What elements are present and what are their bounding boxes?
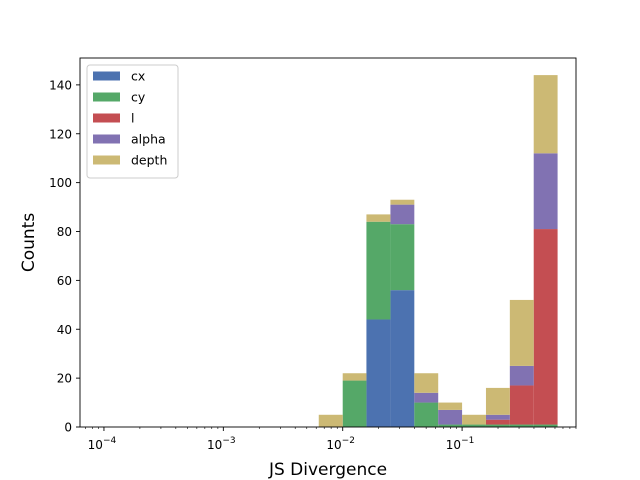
y-tick-label: 60 — [57, 274, 72, 288]
legend-swatch-cy — [93, 92, 120, 102]
bar-cy-bin-5 — [438, 424, 463, 427]
axes-frame — [79, 57, 577, 428]
bar-cy-bin-2 — [366, 221, 391, 320]
legend-swatch-l — [93, 113, 120, 123]
bar-l-bin-8 — [509, 385, 534, 425]
bar-cy-bin-3 — [390, 224, 415, 291]
legend-swatch-cx — [93, 71, 120, 81]
bar-cy-bin-4 — [414, 402, 439, 427]
bar-depth-bin-2 — [366, 214, 391, 222]
y-tick-label: 80 — [57, 225, 72, 239]
bar-l-bin-7 — [485, 419, 510, 425]
bar-alpha-bin-9 — [533, 153, 558, 230]
legend-label-cx: cx — [131, 69, 145, 84]
bar-depth-bin-1 — [342, 373, 367, 381]
x-tick-base: 10 — [326, 438, 341, 452]
bar-depth-bin-4 — [414, 373, 439, 393]
y-tick-label: 100 — [49, 176, 72, 190]
y-tick-label: 0 — [64, 421, 72, 435]
legend-label-alpha: alpha — [131, 132, 166, 147]
x-tick-base: 10 — [207, 438, 222, 452]
legend-swatch-alpha — [93, 134, 120, 144]
y-axis-ticks: 0 20 40 60 80 100 120 140 — [49, 78, 80, 435]
legend: cx cy l alpha depth — [86, 64, 179, 179]
bar-cx-bin-3 — [390, 290, 415, 427]
x-tick-label: 10−2 — [326, 436, 355, 452]
y-tick-label: 40 — [57, 323, 72, 337]
y-tick-label: 20 — [57, 372, 72, 386]
bar-depth-bin-3 — [390, 199, 415, 205]
bar-depth-bin-0 — [318, 414, 343, 427]
legend-label-cy: cy — [131, 90, 146, 105]
y-axis-label: Counts — [19, 213, 39, 272]
bar-alpha-bin-3 — [390, 204, 415, 225]
bar-cy-bin-7 — [485, 424, 510, 427]
bar-cy-bin-8 — [509, 424, 534, 427]
bar-cy-bin-1 — [342, 380, 367, 427]
bar-alpha-bin-7 — [485, 414, 510, 420]
x-tick-label: 10−3 — [207, 436, 236, 452]
x-tick-label: 10−1 — [446, 436, 475, 452]
legend-label-depth: depth — [131, 153, 167, 168]
y-tick-label: 120 — [49, 127, 72, 141]
bar-cx-bin-2 — [366, 319, 391, 427]
bar-alpha-bin-8 — [509, 365, 534, 386]
x-tick-base: 10 — [446, 438, 461, 452]
bar-depth-bin-6 — [462, 414, 486, 425]
bar-cy-bin-6 — [462, 424, 486, 427]
x-tick-base: 10 — [88, 438, 103, 452]
legend-swatch-depth — [93, 155, 120, 165]
bar-alpha-bin-4 — [414, 392, 439, 403]
x-tick-exponent: −3 — [222, 436, 235, 446]
x-tick-label: 10−4 — [88, 436, 117, 452]
bar-cy-bin-9 — [533, 424, 558, 427]
y-tick-label: 140 — [49, 78, 72, 92]
x-tick-exponent: −2 — [342, 436, 355, 446]
bars-layer — [318, 75, 558, 427]
bar-depth-bin-8 — [509, 299, 534, 366]
x-tick-exponent: −1 — [461, 436, 474, 446]
bar-alpha-bin-5 — [438, 409, 463, 425]
x-axis-label: JS Divergence — [268, 460, 387, 480]
bar-depth-bin-7 — [485, 387, 510, 415]
bar-depth-bin-9 — [533, 75, 558, 154]
bar-depth-bin-5 — [438, 402, 463, 410]
x-axis-ticks: 10−4 10−3 10−2 10−1 — [85, 427, 577, 452]
legend-label-l: l — [131, 111, 134, 126]
x-tick-exponent: −4 — [103, 436, 117, 446]
bar-l-bin-9 — [533, 229, 558, 425]
